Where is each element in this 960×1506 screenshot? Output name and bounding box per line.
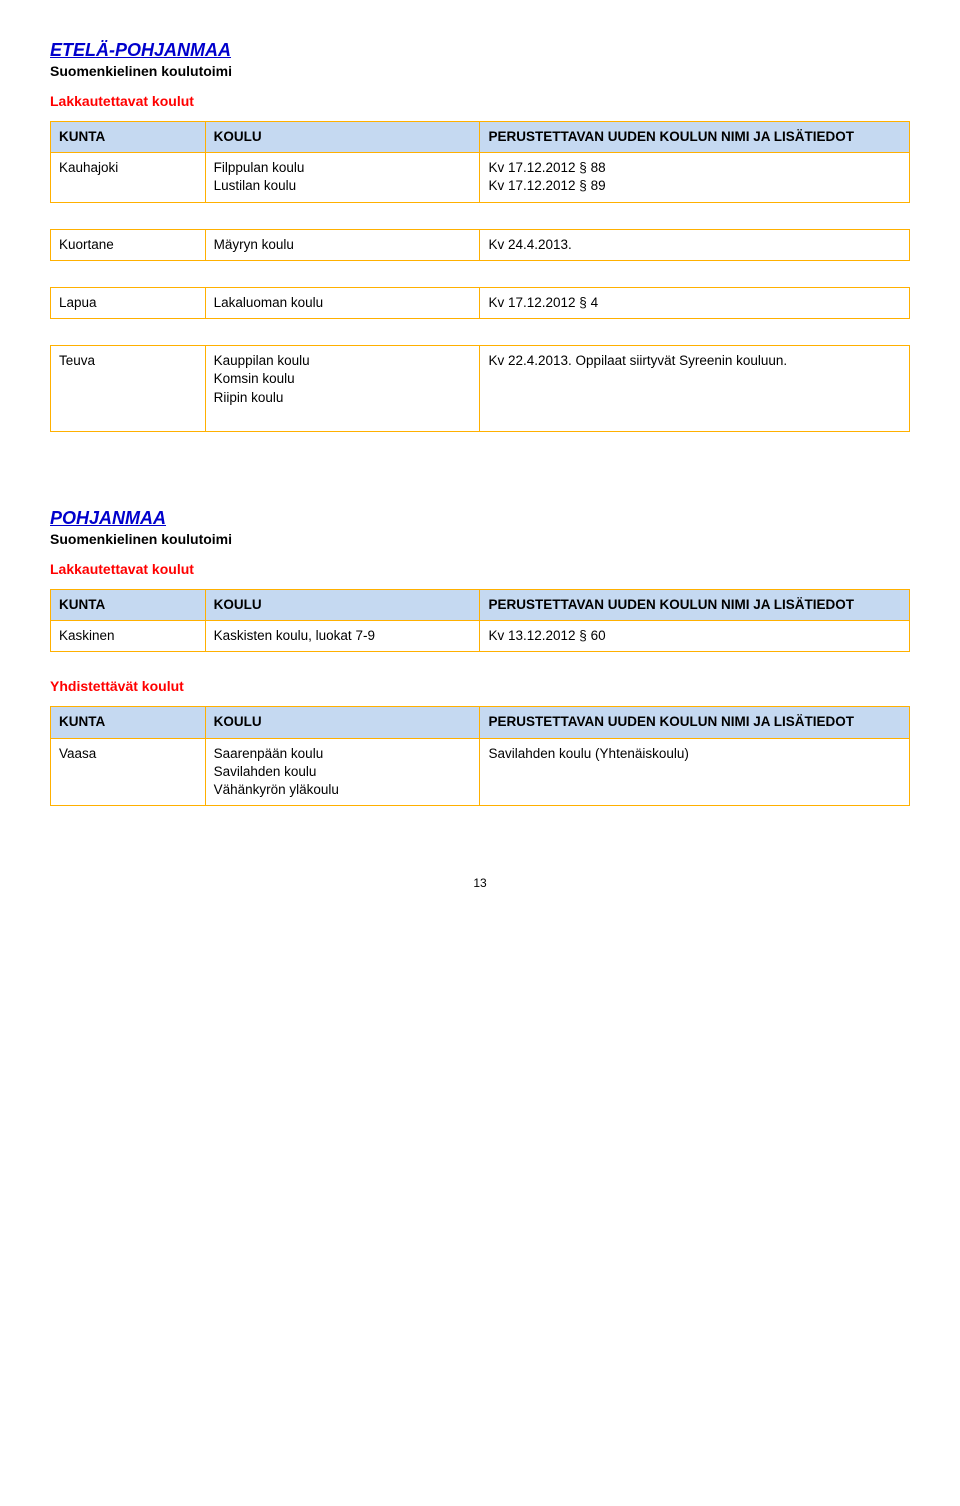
section-heading-yhdistettavat: Yhdistettävät koulut — [50, 678, 910, 694]
table-row: Kuortane Mäyryn koulu Kv 24.4.2013. — [51, 229, 910, 260]
koulu-line: Komsin koulu — [214, 370, 472, 388]
cell-details: Kv 13.12.2012 § 60 — [480, 621, 910, 652]
table-lapua: Lapua Lakaluoman koulu Kv 17.12.2012 § 4 — [50, 287, 910, 319]
col-koulu: KOULU — [205, 589, 480, 620]
cell-kunta: Kauhajoki — [51, 153, 206, 202]
region-subtoimi: Suomenkielinen koulutoimi — [50, 531, 910, 547]
table-row: Lapua Lakaluoman koulu Kv 17.12.2012 § 4 — [51, 287, 910, 318]
col-details: PERUSTETTAVAN UUDEN KOULUN NIMI JA LISÄT… — [480, 122, 910, 153]
table-row: Kauhajoki Filppulan koulu Lustilan koulu… — [51, 153, 910, 202]
table-header-row: KUNTA KOULU PERUSTETTAVAN UUDEN KOULUN N… — [51, 589, 910, 620]
cell-koulu: Lakaluoman koulu — [205, 287, 480, 318]
detail-line: Kv 17.12.2012 § 89 — [488, 177, 901, 195]
table-kaskinen: KUNTA KOULU PERUSTETTAVAN UUDEN KOULUN N… — [50, 589, 910, 652]
col-kunta: KUNTA — [51, 122, 206, 153]
cell-koulu: Filppulan koulu Lustilan koulu — [205, 153, 480, 202]
cell-details: Savilahden koulu (Yhtenäiskoulu) — [480, 738, 910, 806]
col-koulu: KOULU — [205, 707, 480, 738]
region-heading: POHJANMAA — [50, 508, 910, 529]
cell-koulu: Kauppilan koulu Komsin koulu Riipin koul… — [205, 346, 480, 432]
cell-koulu: Kaskisten koulu, luokat 7-9 — [205, 621, 480, 652]
table-kuortane: Kuortane Mäyryn koulu Kv 24.4.2013. — [50, 229, 910, 261]
koulu-line: Savilahden koulu — [214, 763, 472, 781]
cell-details: Kv 24.4.2013. — [480, 229, 910, 260]
cell-kunta: Teuva — [51, 346, 206, 432]
koulu-line: Lustilan koulu — [214, 177, 472, 195]
table-header-row: KUNTA KOULU PERUSTETTAVAN UUDEN KOULUN N… — [51, 707, 910, 738]
cell-kunta: Kaskinen — [51, 621, 206, 652]
region-subtoimi: Suomenkielinen koulutoimi — [50, 63, 910, 79]
koulu-line: Riipin koulu — [214, 389, 472, 407]
table-teuva: Teuva Kauppilan koulu Komsin koulu Riipi… — [50, 345, 910, 432]
page-number: 13 — [50, 876, 910, 890]
detail-line: Kv 17.12.2012 § 88 — [488, 159, 901, 177]
section-heading-lakkautettavat: Lakkautettavat koulut — [50, 561, 910, 577]
col-details: PERUSTETTAVAN UUDEN KOULUN NIMI JA LISÄT… — [480, 707, 910, 738]
table-row: Vaasa Saarenpään koulu Savilahden koulu … — [51, 738, 910, 806]
cell-details: Kv 17.12.2012 § 88 Kv 17.12.2012 § 89 — [480, 153, 910, 202]
table-row: Teuva Kauppilan koulu Komsin koulu Riipi… — [51, 346, 910, 432]
table-header-row: KUNTA KOULU PERUSTETTAVAN UUDEN KOULUN N… — [51, 122, 910, 153]
koulu-line — [214, 407, 472, 425]
cell-details: Kv 17.12.2012 § 4 — [480, 287, 910, 318]
cell-kunta: Lapua — [51, 287, 206, 318]
section-heading-lakkautettavat: Lakkautettavat koulut — [50, 93, 910, 109]
koulu-line: Kauppilan koulu — [214, 352, 472, 370]
table-row: Kaskinen Kaskisten koulu, luokat 7-9 Kv … — [51, 621, 910, 652]
cell-kunta: Vaasa — [51, 738, 206, 806]
col-kunta: KUNTA — [51, 589, 206, 620]
cell-kunta: Kuortane — [51, 229, 206, 260]
koulu-line: Saarenpään koulu — [214, 745, 472, 763]
cell-details: Kv 22.4.2013. Oppilaat siirtyvät Syreeni… — [480, 346, 910, 432]
cell-koulu: Saarenpään koulu Savilahden koulu Vähänk… — [205, 738, 480, 806]
table-vaasa: KUNTA KOULU PERUSTETTAVAN UUDEN KOULUN N… — [50, 706, 910, 806]
col-kunta: KUNTA — [51, 707, 206, 738]
col-details: PERUSTETTAVAN UUDEN KOULUN NIMI JA LISÄT… — [480, 589, 910, 620]
koulu-line: Vähänkyrön yläkoulu — [214, 781, 472, 799]
col-koulu: KOULU — [205, 122, 480, 153]
table-kauhajoki: KUNTA KOULU PERUSTETTAVAN UUDEN KOULUN N… — [50, 121, 910, 203]
region-heading: ETELÄ-POHJANMAA — [50, 40, 910, 61]
cell-koulu: Mäyryn koulu — [205, 229, 480, 260]
koulu-line: Filppulan koulu — [214, 159, 472, 177]
